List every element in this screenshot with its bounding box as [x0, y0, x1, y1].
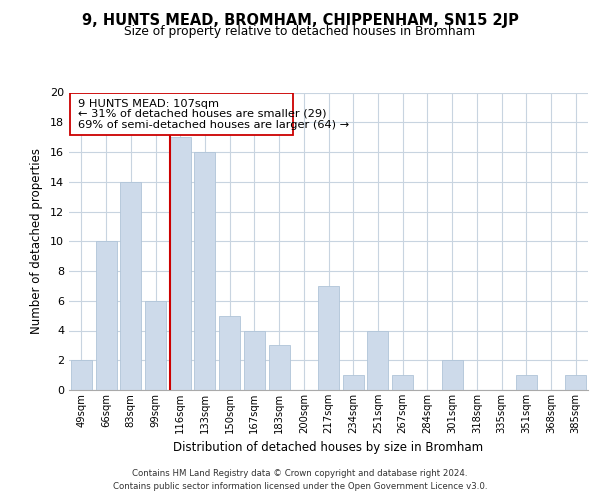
X-axis label: Distribution of detached houses by size in Bromham: Distribution of detached houses by size … [173, 442, 484, 454]
Text: Contains HM Land Registry data © Crown copyright and database right 2024.
Contai: Contains HM Land Registry data © Crown c… [113, 470, 487, 491]
Bar [244, 330, 265, 390]
Bar [318, 286, 339, 390]
Text: Size of property relative to detached houses in Bromham: Size of property relative to detached ho… [124, 25, 476, 38]
Bar [392, 375, 413, 390]
Bar [95, 242, 116, 390]
Bar [194, 152, 215, 390]
Text: 69% of semi-detached houses are larger (64) →: 69% of semi-detached houses are larger (… [77, 120, 349, 130]
Bar [70, 92, 293, 135]
Bar [219, 316, 240, 390]
Text: 9 HUNTS MEAD: 107sqm: 9 HUNTS MEAD: 107sqm [77, 99, 218, 109]
Bar [269, 346, 290, 390]
Bar [516, 375, 537, 390]
Bar [343, 375, 364, 390]
Text: ← 31% of detached houses are smaller (29): ← 31% of detached houses are smaller (29… [77, 109, 326, 119]
Bar [145, 300, 166, 390]
Bar [442, 360, 463, 390]
Bar [170, 137, 191, 390]
Bar [71, 360, 92, 390]
Bar [367, 330, 388, 390]
Bar [120, 182, 141, 390]
Bar [565, 375, 586, 390]
Y-axis label: Number of detached properties: Number of detached properties [30, 148, 43, 334]
Text: 9, HUNTS MEAD, BROMHAM, CHIPPENHAM, SN15 2JP: 9, HUNTS MEAD, BROMHAM, CHIPPENHAM, SN15… [82, 12, 518, 28]
